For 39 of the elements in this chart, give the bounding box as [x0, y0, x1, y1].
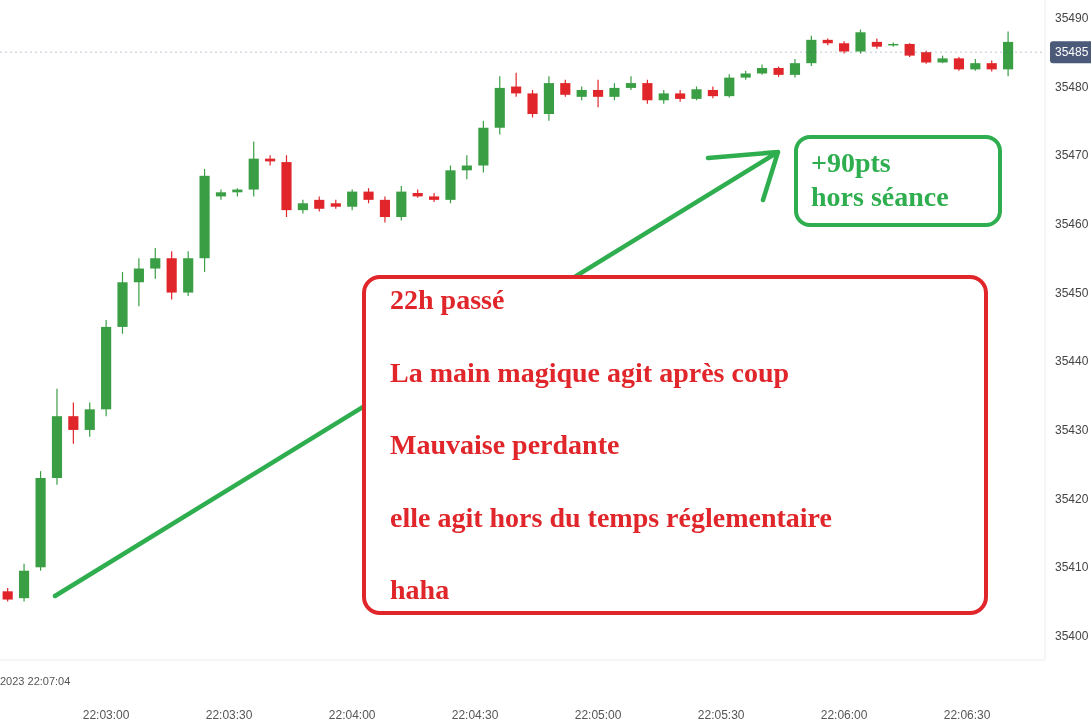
- x-tick-label: 22:05:30: [697, 708, 745, 722]
- ref-line-label: 35485: [1055, 45, 1089, 60]
- candlestick: [429, 192, 440, 203]
- annotation: +90pts hors séance: [811, 147, 949, 212]
- x-tick-label: 22:03:00: [82, 708, 130, 722]
- x-tick-label: 22:06:00: [820, 708, 868, 722]
- y-tick-label: 35440: [1055, 354, 1089, 369]
- candlestick: [592, 79, 604, 108]
- candlestick: [806, 35, 817, 67]
- candlestick: [789, 58, 801, 79]
- candlestick: [855, 28, 866, 55]
- y-tick-label: 35480: [1055, 79, 1089, 94]
- x-tick-label: 22:03:30: [205, 708, 253, 722]
- y-tick-label: 35430: [1055, 423, 1089, 438]
- candlestick: [68, 401, 79, 445]
- text: 2023 22:07:04: [0, 675, 71, 687]
- candlestick: [379, 195, 391, 224]
- y-tick-label: 35400: [1055, 629, 1089, 644]
- candlestick: [133, 257, 144, 307]
- candlestick: [625, 75, 637, 91]
- candlestick: [724, 73, 735, 99]
- candlestick: [347, 188, 358, 211]
- candlestick: [642, 79, 653, 105]
- text: 22h passé La main magique agit après coup Mauvaise perdante elle agit hors du temps réglementaire haha: [390, 284, 832, 605]
- candlestick: [871, 37, 882, 50]
- x-tick-label: 22:06:30: [943, 708, 991, 722]
- candlestick: [150, 247, 161, 280]
- y-tick-label: 35470: [1055, 148, 1089, 163]
- candlestick: [84, 401, 95, 438]
- y-tick-label: 35460: [1055, 217, 1089, 232]
- y-tick-label: 35490: [1055, 11, 1089, 26]
- candlestick: [215, 188, 227, 201]
- candlestick: [527, 89, 538, 119]
- x-tick-label: 22:04:00: [328, 708, 376, 722]
- y-tick-label: 35410: [1055, 560, 1089, 575]
- y-tick-label: 35450: [1055, 285, 1089, 300]
- x-tick-label: 22:05:00: [574, 708, 622, 722]
- y-tick-label: 35420: [1055, 491, 1089, 506]
- x-tick-label: 22:04:30: [451, 708, 499, 722]
